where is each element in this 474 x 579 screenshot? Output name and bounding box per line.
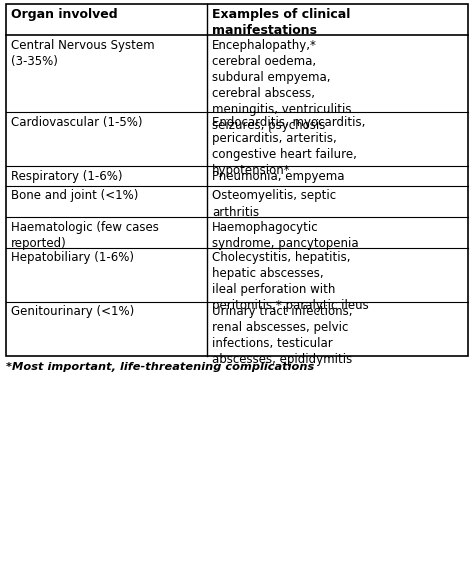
Text: Haemophagocytic
syndrome, pancytopenia: Haemophagocytic syndrome, pancytopenia xyxy=(212,221,359,250)
Text: Central Nervous System
(3-35%): Central Nervous System (3-35%) xyxy=(11,39,155,68)
Text: Genitourinary (<1%): Genitourinary (<1%) xyxy=(11,306,134,318)
Text: Cardiovascular (1-5%): Cardiovascular (1-5%) xyxy=(11,116,143,129)
Text: Encephalopathy,*
cerebral oedema,
subdural empyema,
cerebral abscess,
meningitis: Encephalopathy,* cerebral oedema, subdur… xyxy=(212,39,351,132)
Text: Haematologic (few cases
reported): Haematologic (few cases reported) xyxy=(11,221,159,250)
Text: Pneumonia, empyema: Pneumonia, empyema xyxy=(212,170,345,183)
Text: Urinary tract infections,
renal abscesses, pelvic
infections, testicular
abscess: Urinary tract infections, renal abscesse… xyxy=(212,306,353,367)
Text: Respiratory (1-6%): Respiratory (1-6%) xyxy=(11,170,122,183)
Text: Examples of clinical
manifestations: Examples of clinical manifestations xyxy=(212,8,350,37)
Text: Organ involved: Organ involved xyxy=(11,8,118,21)
Text: Bone and joint (<1%): Bone and joint (<1%) xyxy=(11,189,138,203)
Text: Hepatobiliary (1-6%): Hepatobiliary (1-6%) xyxy=(11,251,134,265)
Text: Endocarditis, myocarditis,
pericarditis, arteritis,
congestive heart failure,
hy: Endocarditis, myocarditis, pericarditis,… xyxy=(212,116,365,177)
Text: Cholecystitis, hepatitis,
hepatic abscesses,
ileal perforation with
peritonitis,: Cholecystitis, hepatitis, hepatic absces… xyxy=(212,251,369,313)
Text: Osteomyelitis, septic
arthritis: Osteomyelitis, septic arthritis xyxy=(212,189,336,218)
Text: *Most important, life-threatening complications: *Most important, life-threatening compli… xyxy=(6,361,314,372)
Bar xyxy=(6,4,468,356)
